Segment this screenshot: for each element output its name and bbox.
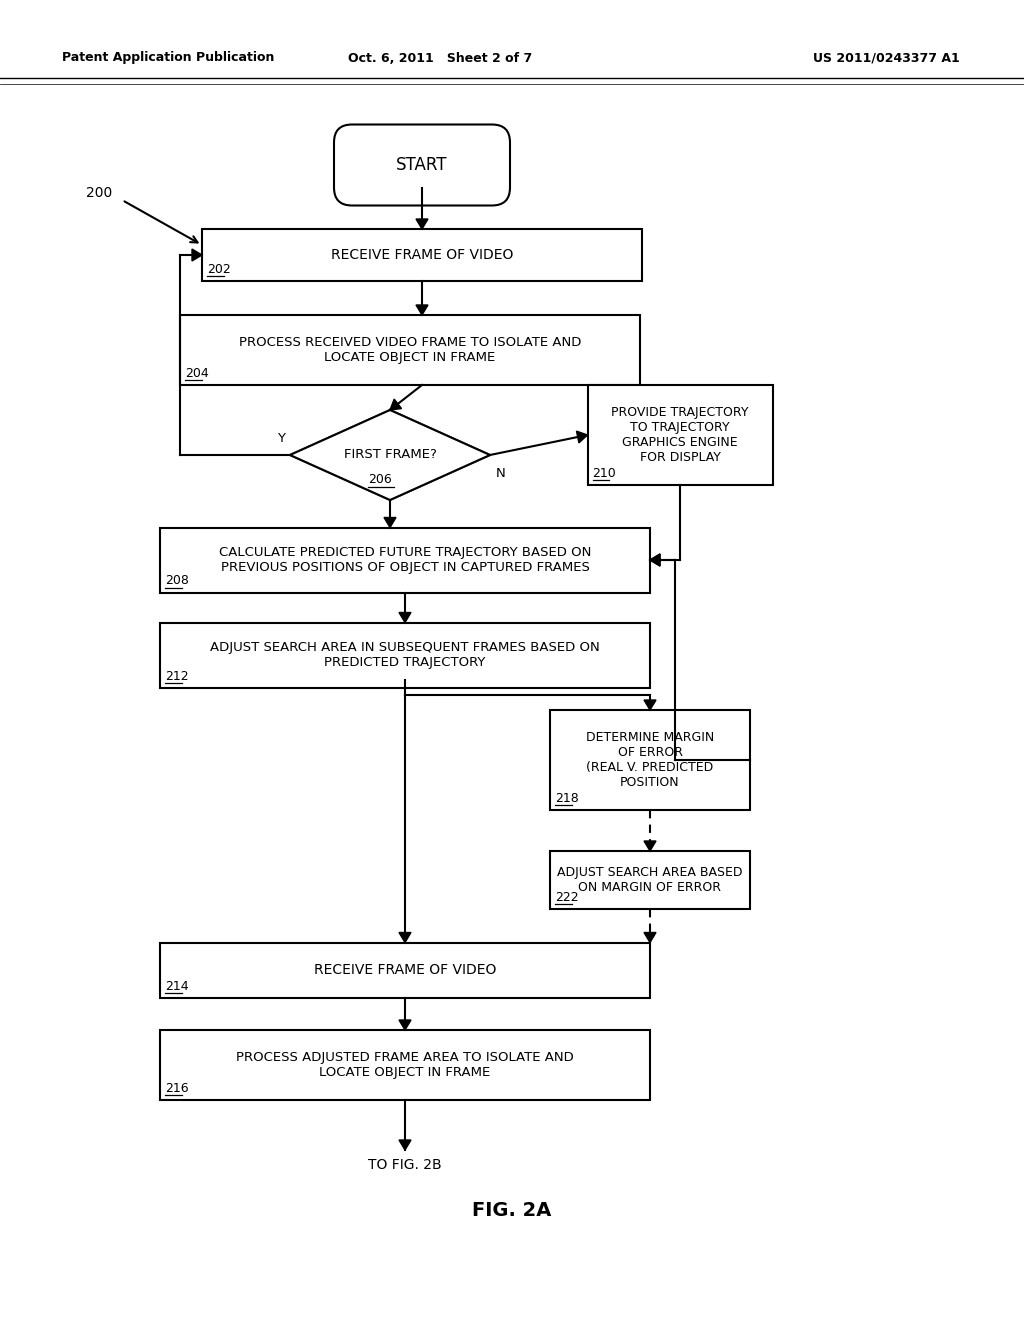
Text: 218: 218 bbox=[555, 792, 579, 805]
Polygon shape bbox=[390, 399, 401, 411]
Text: 212: 212 bbox=[165, 669, 188, 682]
Bar bbox=[160, 942, 650, 998]
Text: 202: 202 bbox=[207, 263, 230, 276]
Text: US 2011/0243377 A1: US 2011/0243377 A1 bbox=[813, 51, 961, 65]
Polygon shape bbox=[399, 1140, 411, 1150]
Polygon shape bbox=[384, 517, 396, 528]
Bar bbox=[160, 528, 650, 593]
Text: 208: 208 bbox=[165, 574, 188, 587]
Text: PROCESS ADJUSTED FRAME AREA TO ISOLATE AND
LOCATE OBJECT IN FRAME: PROCESS ADJUSTED FRAME AREA TO ISOLATE A… bbox=[237, 1051, 573, 1078]
Text: 210: 210 bbox=[593, 467, 616, 480]
Text: PROVIDE TRAJECTORY
TO TRAJECTORY
GRAPHICS ENGINE
FOR DISPLAY: PROVIDE TRAJECTORY TO TRAJECTORY GRAPHIC… bbox=[611, 407, 749, 465]
Polygon shape bbox=[399, 612, 411, 623]
Bar bbox=[550, 851, 750, 909]
Polygon shape bbox=[577, 432, 588, 444]
Polygon shape bbox=[290, 411, 490, 500]
Polygon shape bbox=[399, 932, 411, 942]
Text: Y: Y bbox=[278, 432, 285, 445]
Text: N: N bbox=[496, 467, 506, 480]
Polygon shape bbox=[399, 1020, 411, 1030]
Bar bbox=[202, 228, 642, 281]
Text: CALCULATE PREDICTED FUTURE TRAJECTORY BASED ON
PREVIOUS POSITIONS OF OBJECT IN C: CALCULATE PREDICTED FUTURE TRAJECTORY BA… bbox=[219, 546, 591, 574]
Text: 216: 216 bbox=[165, 1082, 188, 1096]
Text: FIG. 2A: FIG. 2A bbox=[472, 1200, 552, 1220]
Text: 200: 200 bbox=[86, 186, 112, 201]
Text: 222: 222 bbox=[555, 891, 579, 904]
Text: RECEIVE FRAME OF VIDEO: RECEIVE FRAME OF VIDEO bbox=[331, 248, 513, 261]
Bar bbox=[180, 315, 640, 385]
Text: FIRST FRAME?: FIRST FRAME? bbox=[344, 449, 436, 462]
Text: ADJUST SEARCH AREA IN SUBSEQUENT FRAMES BASED ON
PREDICTED TRAJECTORY: ADJUST SEARCH AREA IN SUBSEQUENT FRAMES … bbox=[210, 642, 600, 669]
FancyBboxPatch shape bbox=[334, 124, 510, 206]
Polygon shape bbox=[416, 305, 428, 315]
Text: ADJUST SEARCH AREA BASED
ON MARGIN OF ERROR: ADJUST SEARCH AREA BASED ON MARGIN OF ER… bbox=[557, 866, 742, 894]
Text: PROCESS RECEIVED VIDEO FRAME TO ISOLATE AND
LOCATE OBJECT IN FRAME: PROCESS RECEIVED VIDEO FRAME TO ISOLATE … bbox=[239, 337, 582, 364]
Text: TO FIG. 2B: TO FIG. 2B bbox=[369, 1158, 441, 1172]
Bar bbox=[588, 385, 772, 484]
Text: DETERMINE MARGIN
OF ERROR
(REAL V. PREDICTED
POSITION: DETERMINE MARGIN OF ERROR (REAL V. PREDI… bbox=[586, 731, 714, 789]
Polygon shape bbox=[416, 219, 428, 228]
Text: START: START bbox=[396, 156, 447, 174]
Text: 206: 206 bbox=[368, 473, 392, 486]
Polygon shape bbox=[650, 554, 660, 566]
Text: Oct. 6, 2011   Sheet 2 of 7: Oct. 6, 2011 Sheet 2 of 7 bbox=[348, 51, 532, 65]
Text: 214: 214 bbox=[165, 979, 188, 993]
Text: Patent Application Publication: Patent Application Publication bbox=[62, 51, 274, 65]
Bar bbox=[160, 1030, 650, 1100]
Polygon shape bbox=[644, 932, 656, 942]
Bar bbox=[550, 710, 750, 810]
Polygon shape bbox=[193, 249, 202, 261]
Bar bbox=[160, 623, 650, 688]
Text: RECEIVE FRAME OF VIDEO: RECEIVE FRAME OF VIDEO bbox=[313, 964, 497, 977]
Text: 204: 204 bbox=[185, 367, 209, 380]
Polygon shape bbox=[644, 700, 656, 710]
Polygon shape bbox=[650, 554, 660, 566]
Polygon shape bbox=[644, 841, 656, 851]
